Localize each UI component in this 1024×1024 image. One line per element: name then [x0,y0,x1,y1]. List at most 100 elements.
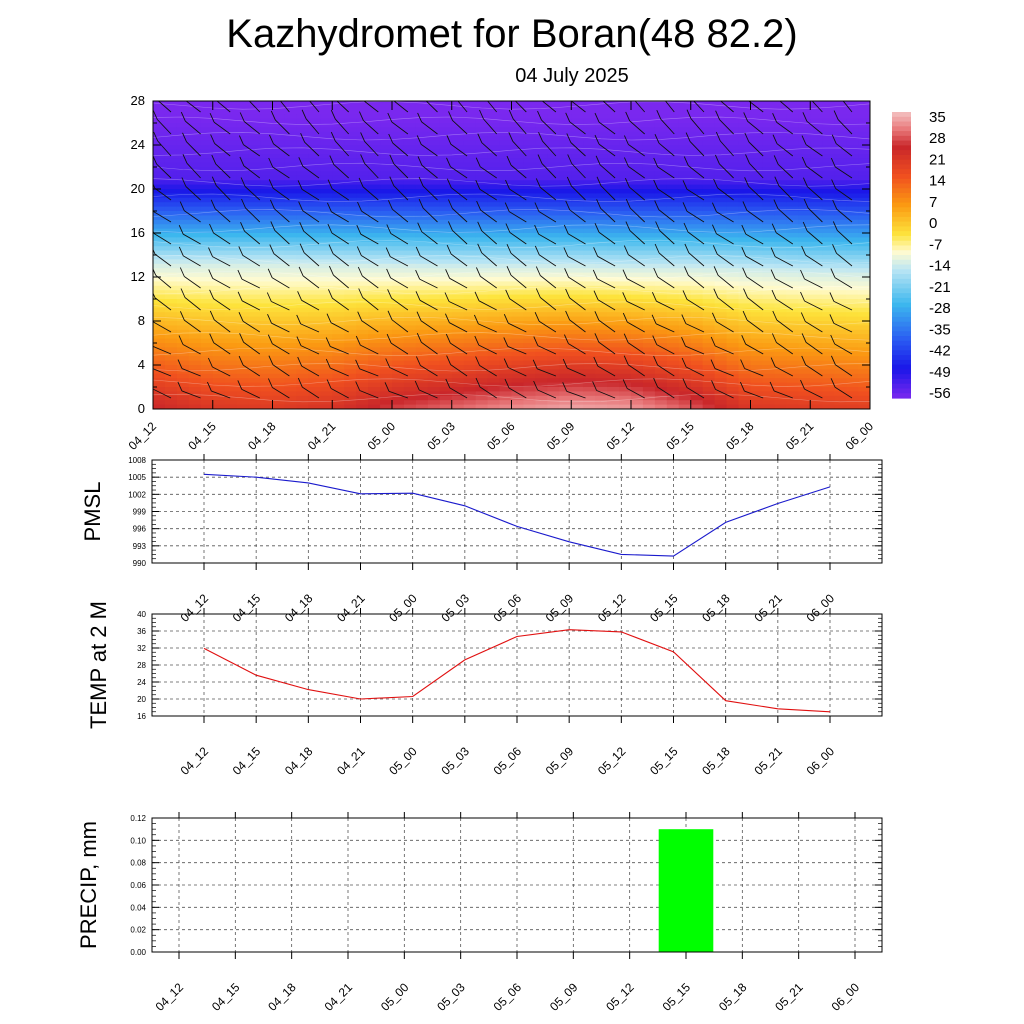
wind-barb [740,359,764,377]
wind-barb [829,292,853,311]
wind-barb [477,243,497,267]
wind-barb [770,357,794,377]
wind-barb [802,112,823,135]
wind-barb [178,335,201,355]
wind-barb [595,155,616,179]
wind-barb [773,199,794,223]
wind-barb [535,266,557,289]
wind-barb [623,157,645,179]
colorbar-swatch [892,207,911,213]
wind-barb [742,310,764,333]
colorbar-label: -28 [929,300,951,317]
wind-barb [238,135,261,157]
x-tick-label: 05_21 [751,744,785,778]
wind-barb [653,157,675,179]
y-tick-label: 20 [131,181,145,196]
wind-barb [801,355,823,377]
wind-barb [299,243,320,267]
wind-barb [206,381,231,399]
wind-barb [801,156,823,179]
wind-barb [653,355,675,377]
wind-barb [387,112,409,135]
chart-title: Kazhydromet for Boran(48 82.2) [226,12,798,56]
wind-barb [654,243,675,267]
wind-barb [357,201,379,223]
wind-barb [537,154,557,179]
wind-barb [474,291,497,311]
colorbar-swatch [892,393,911,399]
wind-barb [567,154,586,179]
colorbar-swatch [892,293,911,299]
y-tick-label: 12 [131,269,145,284]
colorbar-swatch [892,259,911,266]
wind-barb [594,223,616,245]
colorbar-swatch [892,312,911,318]
wind-barb [713,288,734,311]
x-tick-label: 04_21 [305,419,339,453]
x-tick-label: 04_12 [178,591,212,625]
y-tick-label: 24 [137,678,146,687]
wind-barb [656,110,675,135]
wind-barb [592,269,616,289]
y-tick-label: 16 [131,225,145,240]
wind-barb [356,225,379,245]
wind-barb [207,357,231,377]
wind-barb [769,381,793,399]
wind-barb [771,333,794,355]
wind-barb [710,359,734,377]
wind-barb [298,266,320,289]
wind-barb [833,110,853,135]
wind-barb [208,269,231,289]
x-tick-label: 05_15 [647,591,681,625]
panel-frame [151,613,883,717]
wind-barb [270,110,290,135]
wind-barb [622,269,645,289]
wind-barb [237,291,261,311]
wind-barb [447,221,468,245]
x-tick-label: 04_21 [334,591,368,625]
wind-barb [177,381,201,399]
wind-barb [533,380,557,399]
wind-barb [475,180,497,201]
wind-barb [654,200,675,223]
x-tick-label: 05_06 [491,744,525,778]
wind-barb [563,247,586,267]
wind-barb [651,292,675,311]
wind-barb [800,291,823,311]
wind-barb [457,101,468,113]
wind-barb [594,112,616,135]
wind-barb [330,131,350,157]
wind-barb [355,359,379,377]
y-tick-label: 0.04 [130,903,146,912]
wind-barb [538,132,557,157]
wind-barb [829,314,853,333]
wind-barb [418,176,438,201]
wind-barb [625,221,646,245]
wind-barb [681,337,705,355]
y-tick-label: 0.06 [130,881,146,890]
wind-barb [446,157,468,179]
temperature-panel: 16 20 24 28 32 36 40 04_12 04_15 04_18 04_21 05_00 0… [86,601,883,778]
y-tick-label: 0.08 [130,859,146,868]
colorbar-label: 14 [929,173,946,190]
y-tick-label: 28 [131,93,145,108]
wind-barb [534,202,557,223]
wind-barb [741,335,764,355]
wind-barb [296,336,320,355]
colorbar-swatch [892,221,911,227]
colorbar-swatch [892,169,911,175]
wind-barb [565,200,586,223]
wind-barb [211,176,231,201]
wind-barb [179,267,201,289]
wind-barb [537,110,557,135]
wind-barb [473,314,497,333]
wind-barb [564,268,586,289]
x-tick-label: 05_12 [603,980,637,1014]
wind-barb [802,177,823,201]
wind-barb [594,333,616,355]
colorbar-swatch [892,150,911,156]
wind-barb [417,156,438,179]
colorbar-swatch [892,274,911,280]
colorbar-swatch [892,288,911,294]
